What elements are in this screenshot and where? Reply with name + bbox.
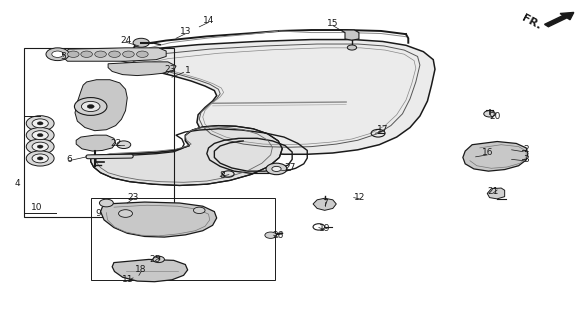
Circle shape: [119, 210, 133, 217]
Circle shape: [26, 127, 54, 143]
Text: 13: 13: [180, 28, 191, 36]
Circle shape: [347, 45, 357, 50]
Polygon shape: [75, 80, 127, 131]
Circle shape: [137, 51, 148, 57]
Text: 25: 25: [149, 255, 160, 264]
Text: 7: 7: [322, 199, 328, 208]
Polygon shape: [91, 125, 282, 186]
Text: 21: 21: [487, 187, 499, 196]
Circle shape: [26, 139, 54, 154]
Circle shape: [81, 51, 93, 57]
Text: 18: 18: [136, 265, 147, 275]
Circle shape: [100, 199, 113, 207]
Text: 10: 10: [31, 203, 42, 212]
Text: 22: 22: [110, 139, 121, 148]
Circle shape: [26, 151, 54, 166]
Circle shape: [266, 163, 287, 175]
Text: 4: 4: [14, 180, 20, 188]
Circle shape: [37, 133, 43, 137]
Text: 2: 2: [523, 145, 529, 154]
Text: 19: 19: [319, 224, 331, 233]
Text: 17: 17: [377, 125, 389, 134]
Text: 27: 27: [284, 164, 296, 172]
Text: 6: 6: [66, 155, 72, 164]
Circle shape: [74, 98, 107, 116]
Polygon shape: [340, 30, 359, 40]
Polygon shape: [108, 62, 176, 76]
Text: 5: 5: [61, 52, 66, 61]
Polygon shape: [76, 135, 116, 151]
Circle shape: [32, 131, 48, 140]
Text: 14: 14: [203, 16, 214, 25]
Text: 1: 1: [184, 66, 190, 75]
Circle shape: [109, 51, 120, 57]
Text: 11: 11: [122, 275, 133, 284]
Polygon shape: [120, 40, 435, 154]
FancyArrow shape: [545, 12, 574, 27]
Circle shape: [193, 207, 205, 213]
Circle shape: [484, 111, 495, 117]
Circle shape: [52, 51, 63, 57]
Text: 24: 24: [120, 36, 131, 45]
Polygon shape: [63, 48, 166, 61]
Text: 23: 23: [165, 65, 176, 74]
Text: 9: 9: [95, 209, 101, 218]
Circle shape: [37, 145, 43, 148]
Text: 16: 16: [481, 148, 493, 157]
Bar: [24, 48, 173, 217]
Text: 3: 3: [523, 155, 529, 164]
Circle shape: [95, 51, 107, 57]
Text: 15: 15: [327, 19, 339, 28]
Circle shape: [87, 105, 94, 108]
Polygon shape: [487, 188, 505, 199]
Circle shape: [153, 256, 165, 263]
Circle shape: [37, 157, 43, 160]
Circle shape: [272, 166, 281, 172]
Circle shape: [117, 141, 131, 148]
Text: FR.: FR.: [520, 13, 543, 32]
Circle shape: [32, 119, 48, 128]
Circle shape: [68, 51, 79, 57]
Text: 23: 23: [127, 193, 139, 202]
Circle shape: [265, 232, 276, 238]
Circle shape: [46, 48, 69, 60]
Circle shape: [32, 154, 48, 163]
Circle shape: [32, 142, 48, 151]
Circle shape: [81, 101, 100, 112]
Polygon shape: [101, 202, 217, 237]
Circle shape: [26, 116, 54, 131]
Text: 20: 20: [489, 112, 501, 121]
Polygon shape: [112, 260, 187, 282]
Circle shape: [123, 51, 134, 57]
Polygon shape: [313, 198, 336, 210]
Polygon shape: [463, 141, 528, 171]
Text: 12: 12: [354, 193, 365, 202]
Text: 26: 26: [272, 231, 284, 240]
Circle shape: [37, 122, 43, 125]
Text: 8: 8: [219, 171, 225, 180]
Circle shape: [133, 38, 150, 47]
Bar: [91, 197, 275, 280]
